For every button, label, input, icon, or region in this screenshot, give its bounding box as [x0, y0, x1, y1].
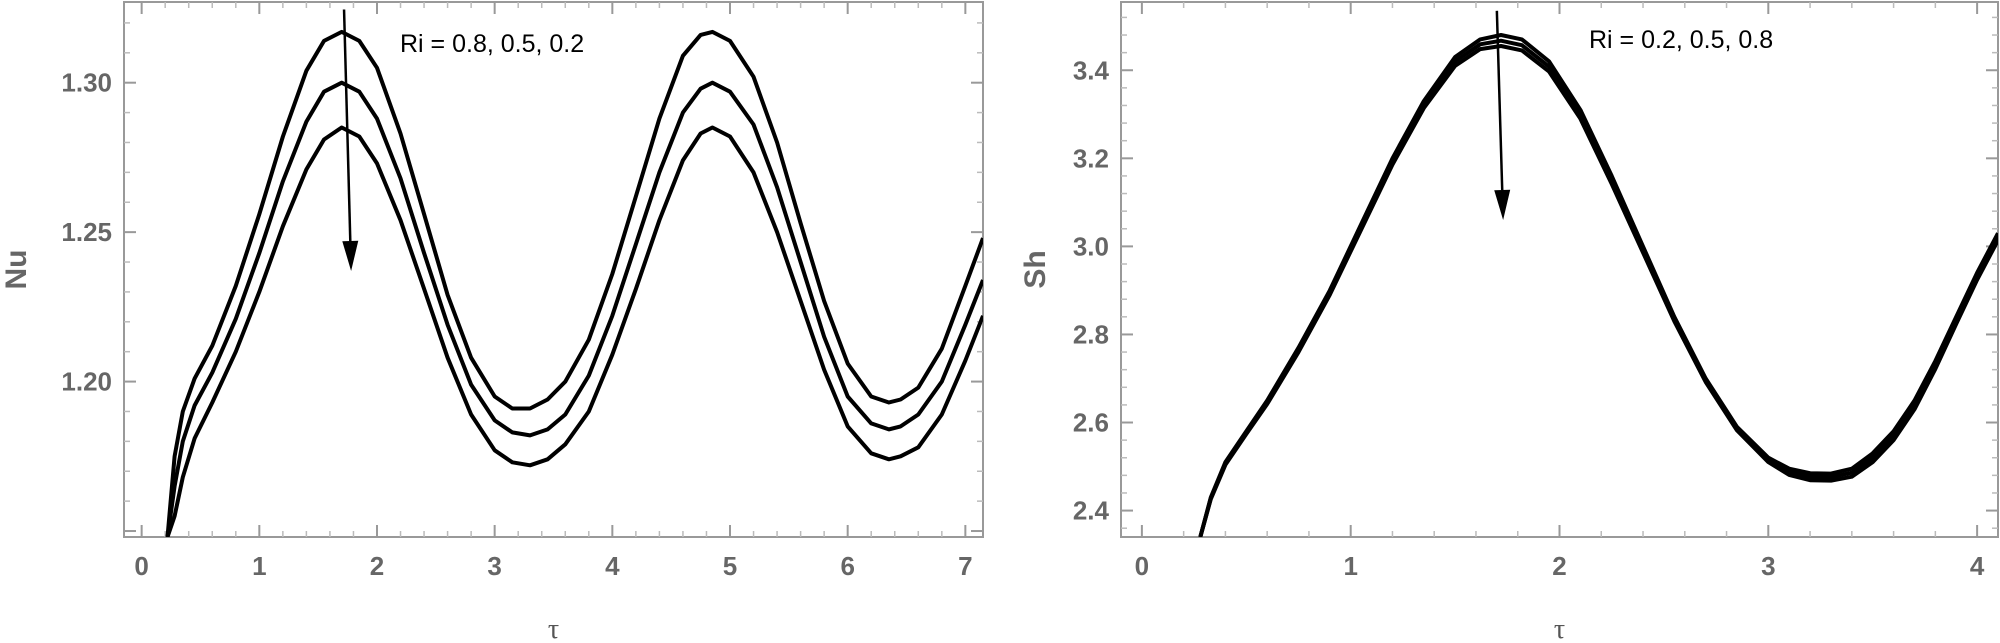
- nu-chart: 0 1 2 3 4 5 6 7 1.20 1.25 1.30 τ Nu Ri = 0.8, 0.5, 0.…: [0, 1, 984, 643]
- x-tick-label: 2: [1552, 551, 1566, 581]
- x-axis-label: τ: [548, 614, 559, 643]
- annotation-label: Ri = 0.8, 0.5, 0.2: [400, 30, 584, 58]
- x-tick-label: 7: [958, 551, 972, 581]
- x-tick-label: 5: [723, 551, 737, 581]
- y-tick-label: 2.8: [1073, 319, 1109, 349]
- series-group: [165, 29, 983, 537]
- annotation-arrow-shaft: [1495, 10, 1504, 191]
- x-tick-label: 4: [1970, 551, 1985, 581]
- plot-frame: [123, 1, 984, 538]
- y-tick-label: 1.30: [61, 68, 112, 98]
- annotation-label: Ri = 0.2, 0.5, 0.8: [1589, 26, 1773, 54]
- y-tick-label: 1.20: [61, 367, 112, 397]
- sh-chart: 0 1 2 3 4 2.4 2.6 2.8 3.0 3.2 3.4 τ Sh Ri = 0.2, 0.5,…: [1019, 1, 1999, 643]
- y-tick-label: 1.25: [61, 217, 112, 247]
- x-tick-label: 0: [134, 551, 148, 581]
- x-tick-label: 4: [605, 551, 620, 581]
- x-tick-label: 3: [487, 551, 501, 581]
- y-tick-label: 3.0: [1073, 231, 1109, 261]
- series-line-2: [165, 80, 983, 537]
- y-tick-label: 2.4: [1073, 496, 1110, 526]
- x-tick-label: 1: [252, 551, 266, 581]
- series-line-3: [165, 125, 983, 537]
- series-line-3: [1198, 44, 1998, 537]
- x-tick-label: 2: [370, 551, 384, 581]
- series-line-1: [165, 29, 983, 537]
- annotation-arrow-shaft: [342, 9, 352, 242]
- x-tick-label: 0: [1135, 551, 1149, 581]
- series-line-1: [1198, 33, 1998, 537]
- y-axis-label: Sh: [1019, 250, 1052, 288]
- y-tick-label: 2.6: [1073, 408, 1109, 438]
- x-tick-label: 1: [1343, 551, 1357, 581]
- series-group: [1198, 33, 1998, 537]
- annotation-arrow-head: [342, 240, 359, 271]
- x-tick-label: 6: [840, 551, 854, 581]
- annotation-arrow-head: [1494, 189, 1511, 220]
- y-tick-label: 3.2: [1073, 143, 1109, 173]
- x-tick-label: 3: [1761, 551, 1775, 581]
- y-axis-label: Nu: [0, 250, 33, 290]
- series-line-2: [1198, 38, 1998, 537]
- x-axis-label: τ: [1554, 614, 1565, 643]
- y-tick-label: 3.4: [1073, 55, 1110, 85]
